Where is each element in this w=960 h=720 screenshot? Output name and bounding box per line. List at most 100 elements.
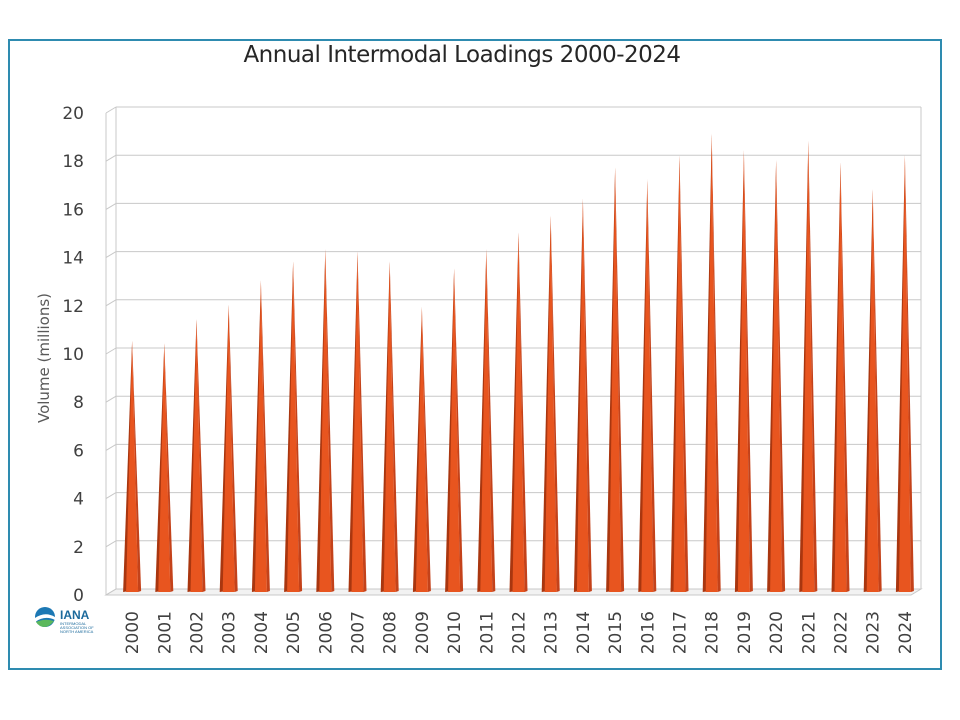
bar-2019 [734,150,753,592]
bar-face-front [480,249,493,592]
bar-face-right [196,319,206,592]
bar-2010 [445,268,464,592]
y-tick-label: 8 [73,393,84,413]
y-tick-label: 6 [73,441,84,461]
bar-face-front [287,261,300,592]
y-tick-label: 10 [62,345,84,365]
bar-face-right [357,251,367,592]
x-tick-label: 2017 [671,611,691,654]
bar-face-front [641,179,654,593]
bars [123,133,914,593]
x-tick-label: 2021 [799,611,819,654]
bar-face-front [222,304,235,592]
bar-2022 [831,162,850,592]
bar-2016 [638,179,657,593]
x-tick-label: 2011 [477,611,497,654]
bar-2012 [509,232,528,592]
x-tick-label: 2006 [316,611,336,654]
y-axis-label: Volume (millions) [35,293,53,423]
bar-face-front [158,343,171,592]
gridline-side [105,588,117,596]
bar-face-front [737,150,750,592]
bar-face-right [776,160,786,592]
bar-face-front [609,167,622,592]
gridline-side [105,395,117,403]
bar-face-right [872,188,882,592]
bar-face-right [132,340,142,592]
logo-subtitle: INTERMODAL ASSOCIATION OF NORTH AMERICA [60,621,94,634]
gridline-side [105,492,117,500]
bar-face-front [415,307,428,592]
bar-face-right [711,133,721,592]
y-tick-labels: 0 2 4 6 8 10 12 14 16 18 20 [62,104,84,606]
x-tick-label: 2005 [284,611,304,654]
iana-logo: IANA INTERMODAL ASSOCIATION OF NORTH AME… [34,606,114,634]
bar-2011 [477,249,496,592]
bar-2001 [155,343,174,592]
x-tick-label: 2016 [638,611,658,654]
bar-2006 [316,249,335,592]
x-tick-label: 2002 [188,611,208,654]
bar-face-right [325,249,335,592]
bar-face-right [808,140,818,593]
x-tick-label: 2013 [542,611,562,654]
x-tick-label: 2022 [832,611,852,654]
y-tick-label: 12 [62,297,84,317]
x-tick-label: 2012 [510,611,530,654]
gridline-side [105,540,117,548]
bar-face-front [866,188,879,592]
bar-face-right [518,232,528,592]
bar-face-front [383,261,396,592]
x-tick-label: 2007 [349,611,369,654]
bar-2004 [251,280,270,592]
x-tick-label: 2020 [767,611,787,654]
x-tick-label: 2001 [155,611,175,654]
y-tick-label: 4 [73,490,84,510]
bar-2024 [895,155,914,592]
x-tick-label: 2009 [413,611,433,654]
y-tick-label: 20 [62,104,84,124]
bar-face-front [190,319,203,592]
bar-face-right [743,150,753,592]
bar-face-front [673,155,686,592]
y-tick-label: 2 [73,538,84,558]
bar-face-front [802,140,815,593]
bar-face-right [840,162,850,592]
x-tick-label: 2004 [252,611,272,654]
bar-face-front [448,268,461,592]
x-tick-label: 2000 [123,611,143,654]
y-tick-label: 18 [62,152,84,172]
bar-face-front [898,155,911,592]
gridline-side [105,347,117,355]
y-tick-label: 0 [73,586,84,606]
x-tick-label: 2023 [864,611,884,654]
bar-2017 [670,155,689,592]
logo-text: IANA [60,608,90,622]
bar-face-right [679,155,689,592]
bar-face-right [615,167,625,592]
y-tick-label: 16 [62,200,84,220]
bar-2018 [702,133,721,592]
x-tick-label: 2003 [220,611,240,654]
bar-face-front [576,198,589,592]
chart-frame [8,39,942,670]
bar-face-right [389,261,399,592]
gridline-side [105,299,117,307]
x-tick-label: 2018 [703,611,723,654]
globe-icon [35,607,55,627]
x-tick-labels: 2000 2001 2002 2003 2004 2005 2006 2007 2008 2009… [123,611,916,654]
bar-face-front [512,232,525,592]
bar-face-right [454,268,464,592]
bar-face-front [705,133,718,592]
bar-2014 [573,198,592,592]
bar-face-front [544,215,557,592]
x-tick-label: 2019 [735,611,755,654]
bar-2002 [187,319,206,592]
bar-2020 [767,160,786,592]
bar-face-right [228,304,238,592]
bar-2007 [348,251,367,592]
x-tick-label: 2024 [896,611,916,654]
bar-face-front [770,160,783,592]
bar-2015 [606,167,625,592]
